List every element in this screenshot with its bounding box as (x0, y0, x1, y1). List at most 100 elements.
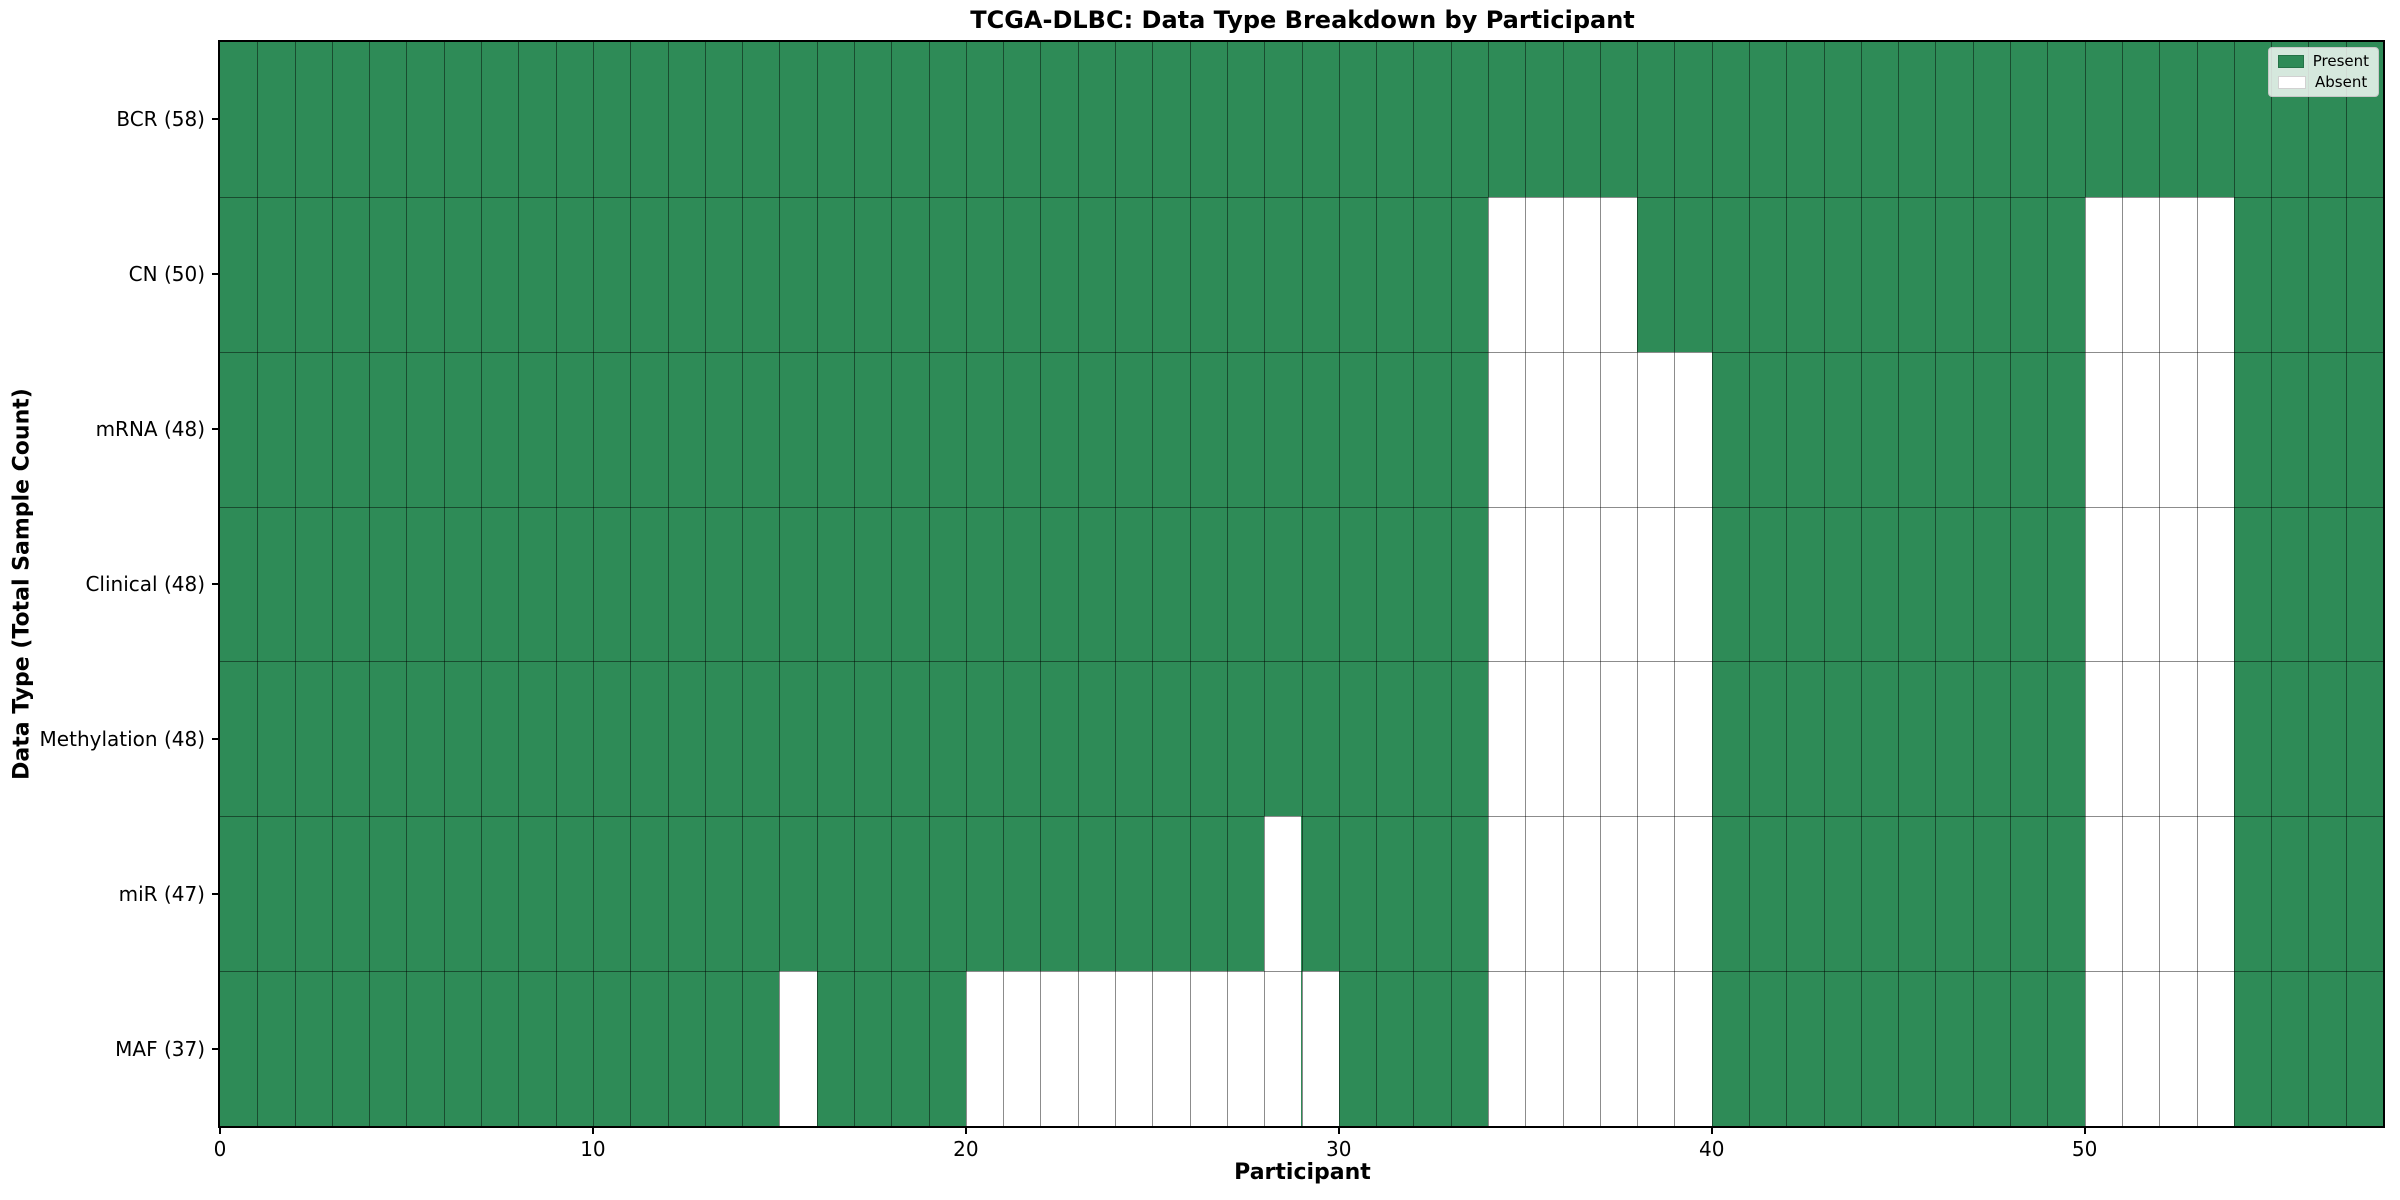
y-tick-label: CN (50) (128, 262, 205, 287)
absent-cell (2159, 816, 2197, 972)
absent-cell (2196, 506, 2234, 662)
absent-cell (2084, 196, 2122, 352)
absent-cell (1599, 971, 1638, 1126)
absent-cell (2084, 816, 2122, 972)
absent-cell (2159, 971, 2197, 1126)
absent-cell (1264, 816, 1302, 972)
y-tick-mark (212, 892, 220, 895)
absent-cell (2084, 351, 2122, 507)
y-tick-mark (212, 428, 220, 431)
legend-label-present: Present (2312, 52, 2369, 70)
absent-cell (1226, 971, 1265, 1126)
absent-cell (1674, 816, 1712, 972)
absent-cell (2121, 816, 2160, 972)
x-tick-mark (219, 1126, 221, 1134)
x-tick-mark (964, 1126, 967, 1134)
x-tick-label: 40 (1698, 1137, 1725, 1161)
absent-cell (1525, 816, 1563, 972)
absent-cell (1487, 971, 1526, 1126)
absent-cell (2121, 661, 2160, 817)
x-tick-label: 0 (213, 1137, 227, 1161)
absent-cell (2196, 971, 2234, 1126)
absent-cell (1599, 816, 1638, 972)
absent-cell (1599, 661, 1638, 817)
absent-cell (1599, 196, 1638, 352)
absent-cell (2121, 971, 2160, 1126)
legend-label-absent: Absent (2315, 73, 2368, 91)
absent-cell (1487, 351, 1526, 507)
absent-cell (1637, 661, 1675, 817)
y-axis: BCR (58) CN (50) mRNA (48) Clinical (48) Met… (0, 42, 220, 1126)
y-tick-mark (212, 737, 220, 740)
y-tick-label: MAF (37) (115, 1036, 205, 1061)
absent-cell (1562, 506, 1600, 662)
absent-cell (1525, 971, 1563, 1126)
y-tick-label: Clinical (48) (85, 572, 205, 596)
absent-cell (1115, 971, 1153, 1126)
absent-cell (1487, 506, 1526, 662)
absent-cell (1599, 506, 1638, 662)
heatmap-cells (220, 42, 2383, 1126)
x-tick-mark (1710, 1126, 1713, 1134)
absent-cell (1637, 351, 1675, 507)
absent-cell (1637, 816, 1675, 972)
absent-cell (2084, 661, 2122, 817)
absent-cell (2196, 196, 2234, 352)
y-tick-mark (212, 118, 220, 121)
absent-cell (1487, 816, 1526, 972)
absent-cell (1301, 971, 1339, 1126)
y-tick-label: miR (47) (118, 881, 205, 906)
y-tick-mark (212, 583, 220, 585)
absent-cell (1562, 351, 1600, 507)
y-tick-mark (212, 1047, 220, 1050)
x-tick-label: 50 (2071, 1137, 2098, 1161)
absent-cell (1003, 971, 1041, 1126)
absent-cell (965, 971, 1004, 1126)
x-tick-mark (2083, 1126, 2086, 1134)
absent-cell (1674, 506, 1712, 662)
absent-cell (1487, 196, 1526, 352)
absent-cell (1674, 351, 1712, 507)
absent-cell (2196, 661, 2234, 817)
x-tick-label: 20 (953, 1137, 979, 1161)
legend-item-absent: Absent (2278, 75, 2369, 90)
absent-cell (1077, 971, 1116, 1126)
absent-cell (1189, 971, 1227, 1126)
absent-cell (1040, 971, 1078, 1126)
absent-cell (1525, 661, 1563, 817)
x-axis-label: Participant (1234, 1160, 1371, 1185)
absent-cell (1562, 661, 1600, 817)
absent-cell (1525, 196, 1563, 352)
absent-cell (1599, 351, 1638, 507)
x-tick-label: 10 (580, 1137, 606, 1161)
absent-cell (1562, 816, 1600, 972)
y-tick-label: BCR (58) (116, 107, 205, 132)
absent-cell (1487, 661, 1526, 817)
absent-cell (1525, 351, 1563, 507)
absent-cell (1562, 971, 1600, 1126)
absent-cell (2084, 971, 2122, 1126)
absent-cell (1674, 971, 1712, 1126)
absent-cell (2159, 661, 2197, 817)
absent-cell (2159, 196, 2197, 352)
y-tick-label: mRNA (48) (95, 417, 205, 442)
absent-cell (1637, 971, 1675, 1126)
absent-cell (1637, 506, 1675, 662)
absent-cell (1525, 506, 1563, 662)
absent-cell (2196, 351, 2234, 507)
absent-cell (1674, 661, 1712, 817)
legend-item-present: Present (2278, 54, 2369, 69)
plot-area (218, 40, 2385, 1128)
absent-cell (2121, 196, 2160, 352)
y-tick-label: Methylation (48) (39, 726, 205, 751)
x-tick-mark (1337, 1126, 1340, 1134)
absent-cell (2159, 506, 2197, 662)
absent-cell (2121, 506, 2160, 662)
legend: Present Absent (2268, 47, 2379, 97)
absent-swatch (2278, 76, 2306, 89)
x-tick-mark (591, 1126, 594, 1134)
x-tick-label: 30 (1326, 1137, 1352, 1161)
absent-cell (2121, 351, 2160, 507)
absent-cell (1264, 971, 1302, 1126)
